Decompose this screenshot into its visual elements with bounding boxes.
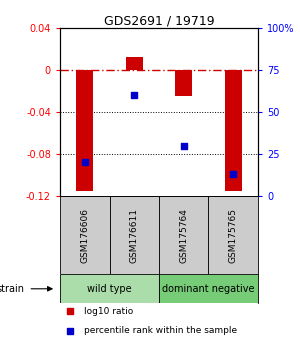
Bar	[60, 196, 110, 274]
Bar	[60, 274, 159, 303]
Text: GSM175765: GSM175765	[229, 208, 238, 263]
Text: GSM176606: GSM176606	[80, 208, 89, 263]
Bar	[126, 57, 143, 70]
Text: GSM175764: GSM175764	[179, 208, 188, 263]
Point	[68, 308, 72, 314]
Bar	[175, 70, 192, 96]
Point	[82, 160, 87, 165]
Point	[132, 92, 137, 98]
Point	[231, 171, 236, 177]
Bar	[225, 70, 242, 190]
Bar	[110, 196, 159, 274]
Text: log10 ratio: log10 ratio	[84, 307, 133, 316]
Point	[181, 143, 186, 148]
Bar	[76, 70, 93, 190]
Bar	[159, 196, 208, 274]
Text: percentile rank within the sample: percentile rank within the sample	[84, 326, 237, 335]
Text: strain: strain	[0, 284, 24, 294]
Text: GSM176611: GSM176611	[130, 208, 139, 263]
Title: GDS2691 / 19719: GDS2691 / 19719	[104, 14, 214, 27]
Bar	[208, 196, 258, 274]
Text: dominant negative: dominant negative	[162, 284, 255, 294]
Point	[68, 328, 72, 333]
Bar	[159, 274, 258, 303]
Text: wild type: wild type	[87, 284, 132, 294]
